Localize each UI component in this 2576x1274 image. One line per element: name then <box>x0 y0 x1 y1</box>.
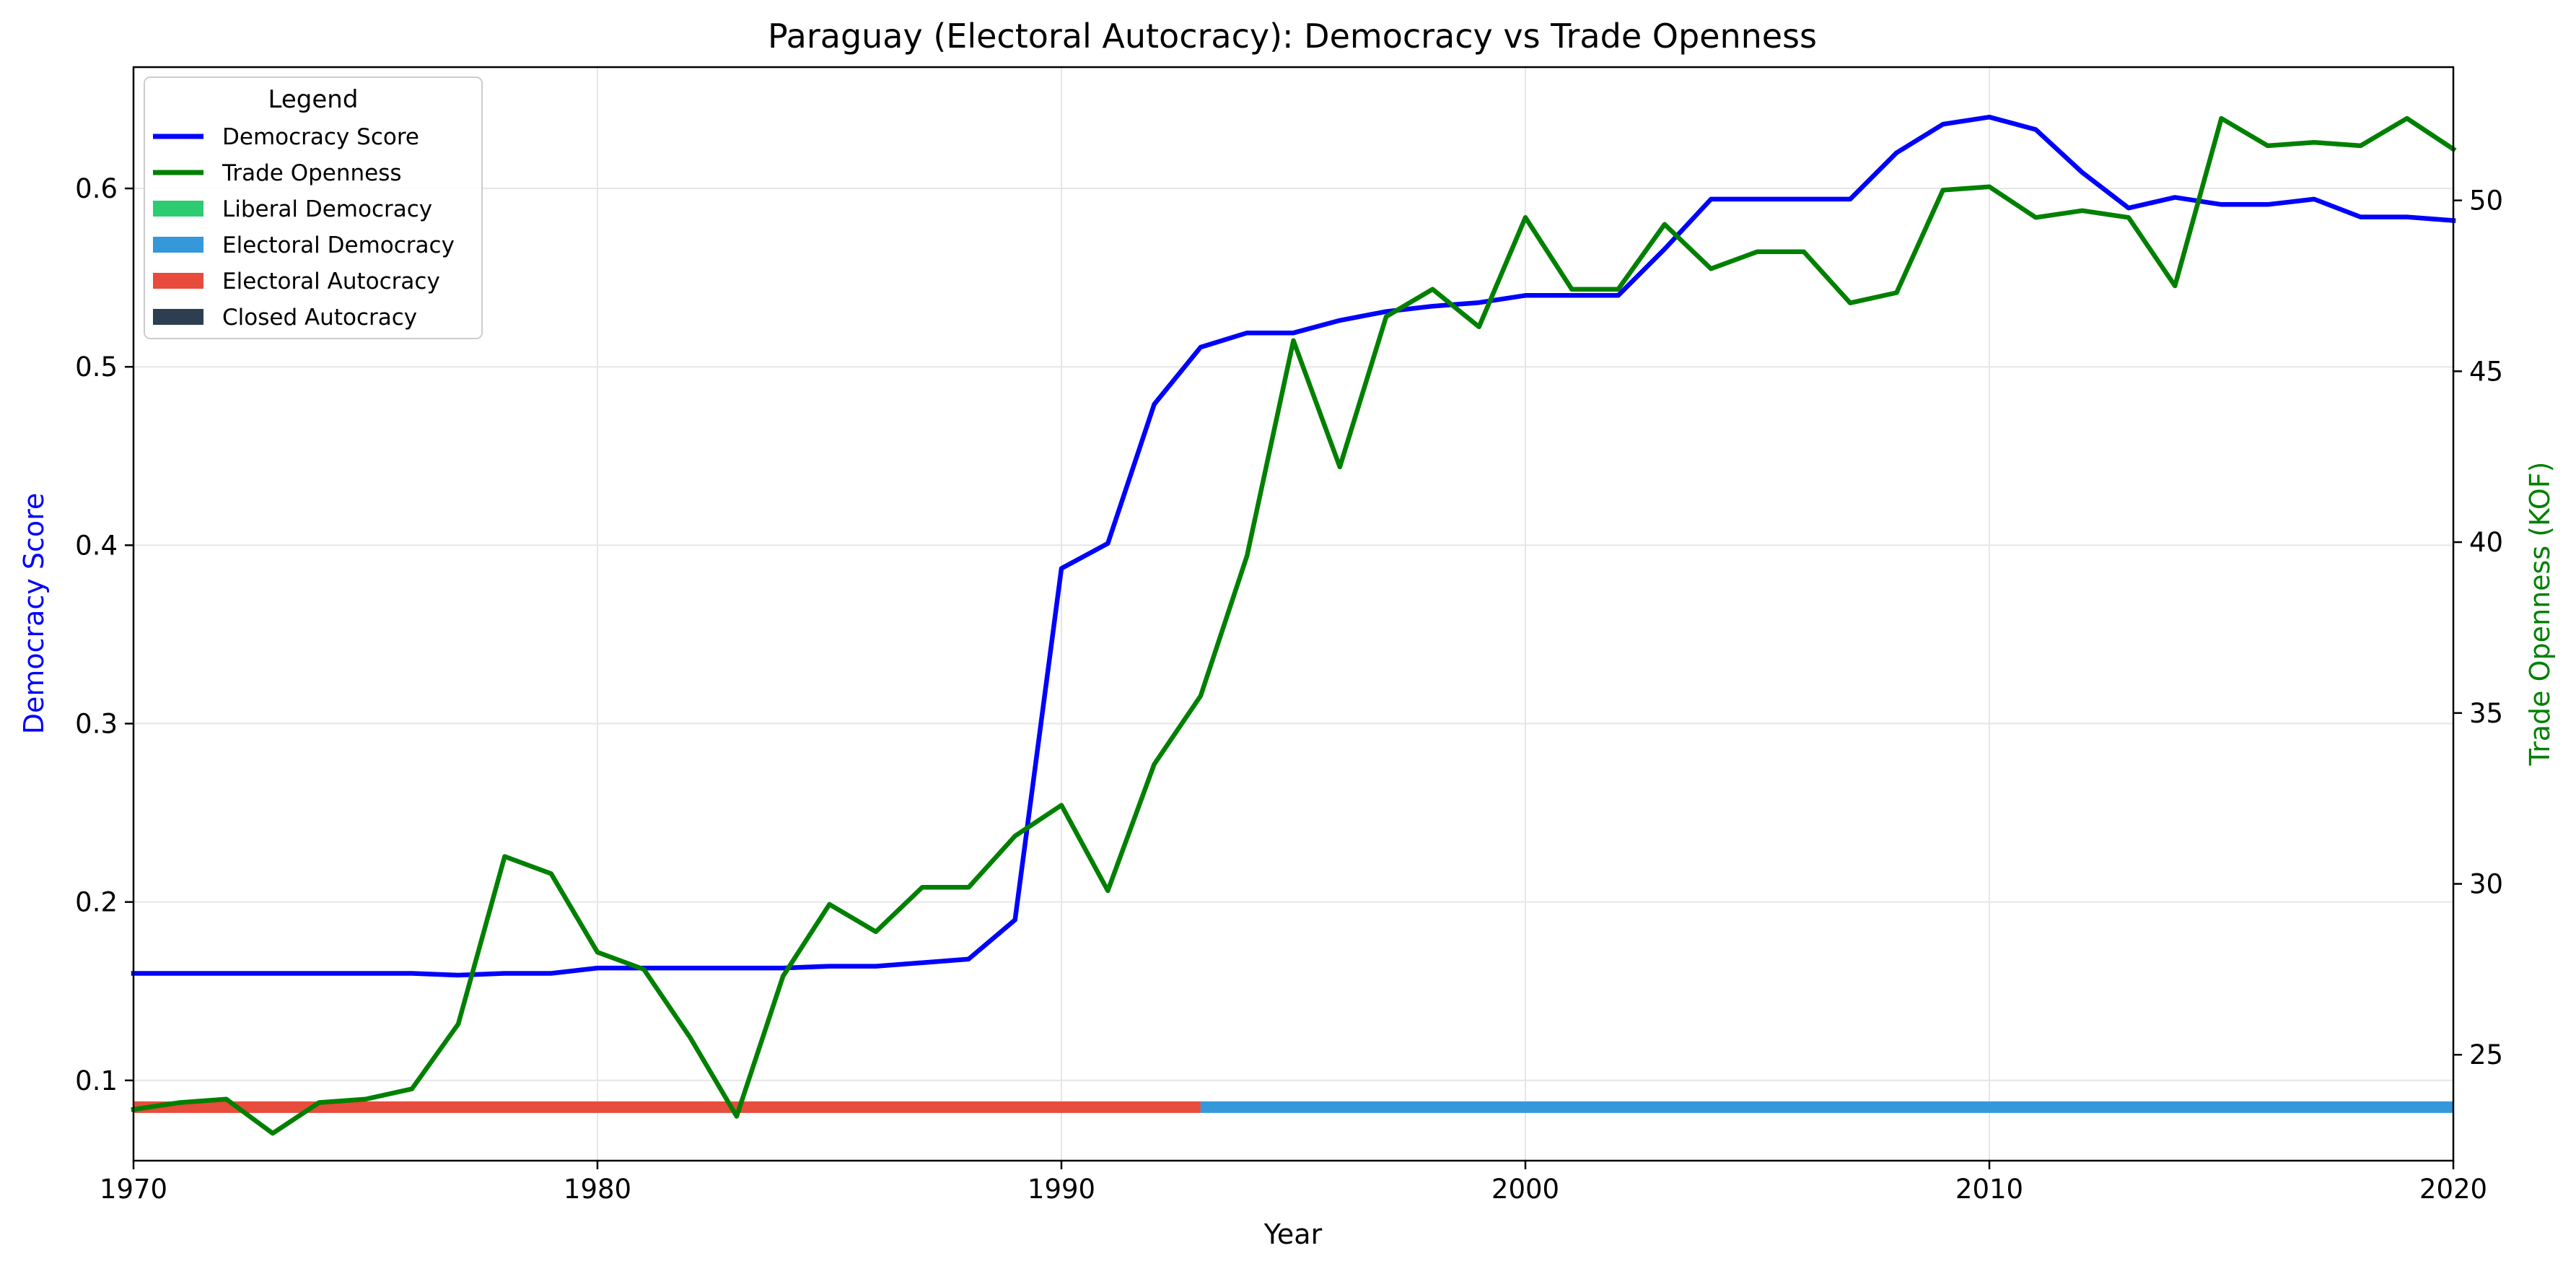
legend-patch-swatch <box>153 237 203 253</box>
left-y-tick-label: 0.2 <box>75 887 118 918</box>
left-y-tick-label: 0.5 <box>75 352 118 383</box>
right-y-tick-label: 50 <box>2469 186 2503 217</box>
plot-frame <box>132 66 2455 1162</box>
right-y-axis-label: Trade Openness (KOF) <box>2524 461 2556 766</box>
right-y-tick-label: 35 <box>2469 698 2503 729</box>
legend-patch-swatch <box>153 201 203 217</box>
chart-title: Paraguay (Electoral Autocracy): Democrac… <box>768 17 1817 56</box>
series-lines <box>131 114 2457 1136</box>
legend-item-label: Electoral Autocracy <box>222 269 440 294</box>
x-axis-label: Year <box>1263 1218 1323 1250</box>
legend-item-label: Closed Autocracy <box>222 305 417 331</box>
democracy-score-line <box>131 114 2456 978</box>
x-tick-label: 1970 <box>100 1174 167 1205</box>
left-y-tick-label: 0.6 <box>75 173 118 204</box>
x-axis-ticks: 1970 1980 1990 2000 2010 2020 <box>100 1161 2487 1205</box>
legend-patch-swatch <box>153 309 203 325</box>
legend-title: Legend <box>268 85 359 114</box>
x-tick-label: 2010 <box>1955 1174 2023 1205</box>
legend-item-label: Trade Openness <box>222 160 402 186</box>
right-y-tick-label: 30 <box>2469 869 2503 900</box>
left-y-tick-label: 0.4 <box>75 530 118 561</box>
x-tick-label: 1980 <box>564 1174 631 1205</box>
legend-items: Democracy Score Trade Openness Liberal Dem… <box>153 124 455 331</box>
x-tick-label: 1990 <box>1028 1174 1095 1205</box>
legend-box <box>144 77 483 339</box>
legend-item-label: Liberal Democracy <box>222 196 432 222</box>
legend-patch-swatch <box>153 273 203 289</box>
right-y-tick-label: 25 <box>2469 1039 2503 1070</box>
left-y-axis-ticks: 0.1 0.2 0.3 0.4 0.5 0.6 <box>75 173 133 1096</box>
right-y-tick-label: 40 <box>2469 527 2503 558</box>
left-y-tick-label: 0.3 <box>75 708 118 739</box>
legend: Legend Democracy Score Trade Openness Libe… <box>144 77 483 339</box>
right-y-axis-ticks: 25 30 35 40 45 50 <box>2453 186 2503 1070</box>
x-tick-label: 2000 <box>1491 1174 1559 1205</box>
right-y-tick-label: 45 <box>2469 356 2503 387</box>
grid-lines <box>133 67 2454 1161</box>
x-tick-label: 2020 <box>2419 1174 2487 1205</box>
left-y-axis-label: Democracy Score <box>18 493 50 735</box>
legend-item-label: Electoral Democracy <box>222 232 455 258</box>
trade-openness-line <box>131 115 2457 1136</box>
left-y-tick-label: 0.1 <box>75 1065 118 1096</box>
legend-item-label: Democracy Score <box>222 124 419 150</box>
